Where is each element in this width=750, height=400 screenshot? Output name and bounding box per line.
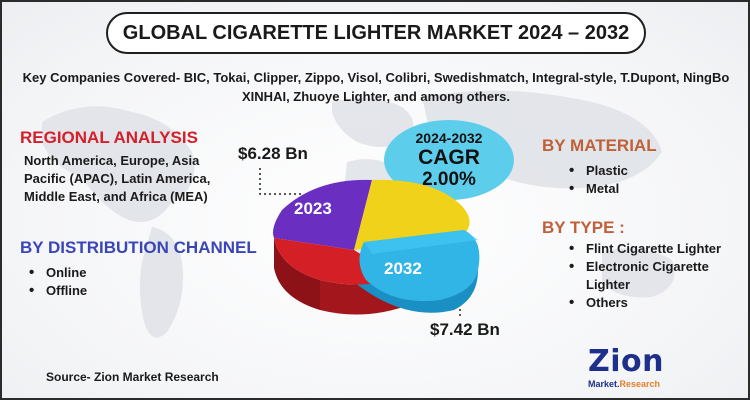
pie-slice-purple	[273, 179, 372, 250]
end-market-value: $7.42 Bn	[430, 320, 500, 339]
page-title: GLOBAL CIGARETTE LIGHTER MARKET 2024 – 2…	[122, 21, 630, 44]
cagr-value: 2.00%	[422, 169, 476, 190]
distribution-item-online: Online	[26, 264, 87, 282]
material-list: Plastic Metal	[566, 162, 628, 198]
start-market-value: $6.28 Bn	[238, 144, 308, 163]
material-item-plastic: Plastic	[566, 162, 628, 180]
market-pie-graphic: 2023 2032	[273, 179, 480, 315]
pie-label-end-year: 2032	[384, 259, 422, 278]
logo-sub-right: Research	[619, 379, 661, 389]
type-heading: BY TYPE :	[542, 218, 625, 237]
zion-logo: Zion Market.Research	[582, 344, 682, 392]
logo-sub-left: Market.	[588, 379, 620, 389]
distribution-item-offline: Offline	[26, 282, 87, 300]
cagr-years: 2024-2032	[415, 130, 483, 146]
logo-word: Zion	[588, 344, 665, 379]
type-list: Flint Cigarette Lighter Electronic Cigar…	[566, 240, 726, 312]
source-credit: Source- Zion Market Research	[46, 370, 219, 384]
distribution-channel-heading: BY DISTRIBUTION CHANNEL	[20, 238, 257, 257]
pie-label-start-year: 2023	[294, 199, 332, 218]
key-companies-text: Key Companies Covered- BIC, Tokai, Clipp…	[22, 70, 730, 104]
regional-analysis-heading: REGIONAL ANALYSIS	[20, 128, 198, 147]
material-heading: BY MATERIAL	[542, 136, 657, 155]
regional-analysis-text: North America, Europe, Asia Pacific (APA…	[24, 153, 211, 204]
type-item-flint: Flint Cigarette Lighter	[566, 240, 726, 258]
material-item-metal: Metal	[566, 180, 628, 198]
cagr-label: CAGR	[418, 146, 480, 169]
type-item-electronic: Electronic Cigarette Lighter	[566, 258, 726, 294]
pie-slice-yellow	[354, 179, 470, 250]
type-item-others: Others	[566, 294, 726, 312]
logo-subtitle: Market.Research	[588, 379, 660, 389]
distribution-channel-list: Online Offline	[26, 264, 87, 300]
title-banner: GLOBAL CIGARETTE LIGHTER MARKET 2024 – 2…	[106, 12, 646, 54]
